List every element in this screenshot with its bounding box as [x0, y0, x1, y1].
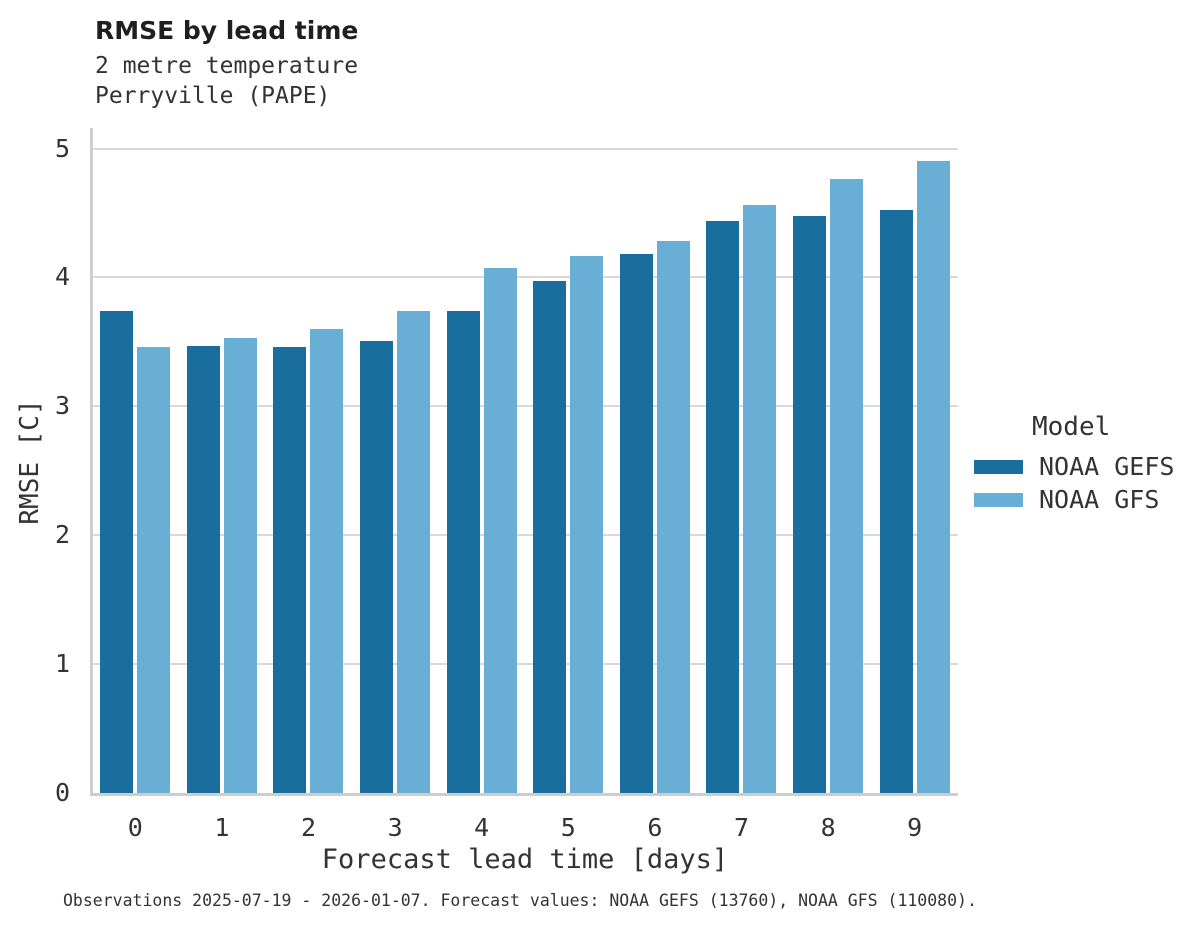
x-tick-label-7: 7: [733, 813, 750, 842]
bar-noaa-gfs-lead-9: [916, 161, 950, 793]
bar-noaa-gfs-lead-2: [310, 328, 344, 793]
chart-subtitle-station: Perryville (PAPE): [95, 83, 331, 109]
caption: Observations 2025-07-19 - 2026-01-07. Fo…: [63, 891, 977, 910]
bar-group-lead-4: [438, 128, 525, 793]
legend-items: NOAA GEFS NOAA GFS: [974, 450, 1189, 516]
y-tick-label-1: 1: [54, 649, 70, 679]
bar-noaa-gfs-lead-7: [743, 205, 777, 793]
gridline-y-1: [92, 663, 958, 666]
bar-noaa-gefs-lead-7: [706, 220, 740, 793]
legend-label: NOAA GFS: [1039, 485, 1160, 514]
y-tick-label-4: 4: [54, 262, 70, 292]
legend-swatch-icon: [974, 492, 1023, 507]
bar-group-lead-5: [525, 128, 612, 793]
gridline-y-4: [92, 276, 958, 279]
legend-label: NOAA GEFS: [1039, 452, 1175, 481]
bar-noaa-gefs-lead-3: [360, 340, 394, 793]
legend-title: Model: [1032, 412, 1111, 442]
y-tick-label-0: 0: [54, 778, 70, 807]
x-tick-label-0: 0: [127, 813, 143, 842]
chart-title: RMSE by lead time: [95, 16, 359, 45]
bar-noaa-gfs-lead-6: [656, 241, 690, 793]
bar-group-lead-6: [612, 128, 699, 793]
y-tick-label-3: 3: [54, 391, 70, 421]
bar-noaa-gefs-lead-8: [793, 215, 827, 793]
x-tick-label-1: 1: [214, 813, 230, 842]
bar-noaa-gefs-lead-5: [533, 281, 567, 793]
bar-group-lead-2: [265, 128, 352, 793]
bar-group-lead-1: [179, 128, 266, 793]
y-tick-label-2: 2: [54, 520, 70, 550]
x-tick-label-4: 4: [474, 813, 490, 842]
legend-item-noaa-gfs: NOAA GFS: [974, 483, 1189, 516]
bar-group-lead-0: [92, 128, 179, 793]
bar-noaa-gfs-lead-8: [830, 179, 864, 793]
gridline-y-5: [92, 147, 958, 150]
bar-group-lead-3: [352, 128, 439, 793]
bar-group-lead-9: [871, 128, 958, 793]
legend-item-noaa-gefs: NOAA GEFS: [974, 450, 1189, 483]
x-tick-label-3: 3: [387, 813, 403, 842]
legend-swatch-icon: [974, 459, 1023, 474]
bar-group-lead-7: [698, 128, 785, 793]
bar-group-lead-8: [785, 128, 872, 793]
bar-noaa-gefs-lead-9: [879, 210, 913, 793]
chart-subtitle-variable: 2 metre temperature: [95, 53, 359, 79]
x-axis-label: Forecast lead time [days]: [321, 844, 729, 875]
x-tick-label-6: 6: [647, 813, 663, 842]
bar-noaa-gfs-lead-3: [397, 310, 431, 793]
bar-noaa-gefs-lead-1: [186, 345, 220, 793]
bar-noaa-gfs-lead-4: [483, 268, 517, 793]
bar-noaa-gfs-lead-1: [223, 337, 257, 793]
gridline-y-2: [92, 534, 958, 537]
bar-noaa-gefs-lead-6: [619, 254, 653, 793]
x-axis-spine: [90, 793, 958, 796]
legend: Model NOAA GEFS NOAA GFS: [974, 412, 1189, 516]
y-tick-label-5: 5: [54, 133, 70, 163]
bar-noaa-gefs-lead-4: [446, 310, 480, 793]
bar-noaa-gefs-lead-2: [273, 347, 307, 793]
gridline-y-3: [92, 405, 958, 408]
plot-area: [92, 128, 958, 793]
x-tick-label-8: 8: [820, 813, 836, 842]
bar-noaa-gfs-lead-0: [137, 347, 171, 793]
y-axis-spine: [90, 128, 93, 796]
bar-noaa-gefs-lead-0: [100, 310, 134, 793]
x-tick-label-9: 9: [907, 813, 923, 842]
x-tick-label-2: 2: [300, 813, 317, 842]
bar-noaa-gfs-lead-5: [570, 255, 604, 793]
x-tick-label-5: 5: [560, 813, 576, 842]
